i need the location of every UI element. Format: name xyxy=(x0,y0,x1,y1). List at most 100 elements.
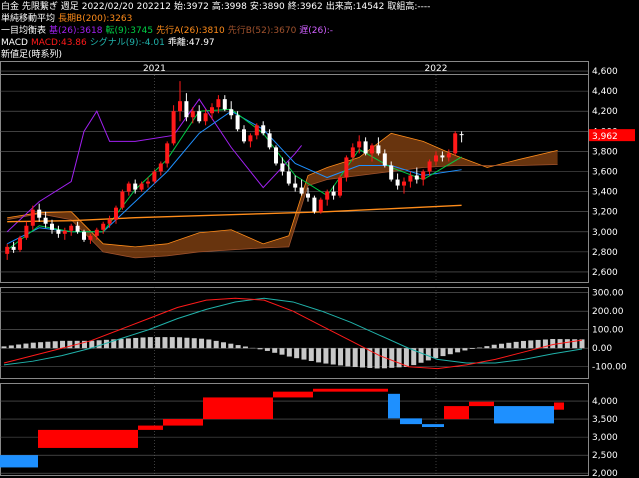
macd-histogram-bar xyxy=(345,348,351,367)
newprice-bar xyxy=(273,391,313,398)
candle-body xyxy=(120,191,125,208)
macd-histogram-bar xyxy=(16,344,22,349)
macd-line xyxy=(3,297,583,370)
newprice-tick-label: 2,500 xyxy=(592,451,618,461)
candle-body xyxy=(267,133,272,148)
macd-value: MACD:43.86 xyxy=(30,38,87,48)
candle-body xyxy=(331,191,336,196)
ichimoku-cloud xyxy=(7,133,558,258)
macd-histogram-bar xyxy=(572,339,578,349)
time-axis-label: 2022 xyxy=(425,64,448,74)
candle-body xyxy=(427,161,432,172)
ichimoku-base: 基(26):3618 xyxy=(49,26,103,36)
macd-histogram-bar xyxy=(279,348,285,355)
candle-body xyxy=(56,229,61,234)
sma-label: 単純移動平均 xyxy=(1,14,56,24)
macd-histogram-bar xyxy=(147,337,153,349)
candle-body xyxy=(171,111,176,144)
macd-tick-label: 100.00 xyxy=(592,326,624,336)
newprice-bar xyxy=(494,406,554,424)
close-price: 終:3962 xyxy=(287,2,323,12)
candle-body xyxy=(43,217,48,224)
candle-body xyxy=(389,165,394,180)
macd-histogram-bar xyxy=(257,348,263,350)
candle-body xyxy=(440,155,445,158)
candle-body xyxy=(37,209,42,218)
macd-histogram-bar xyxy=(23,343,29,349)
macd-histogram-bar xyxy=(169,337,175,349)
macd-histogram-bar xyxy=(455,348,461,353)
macd-histogram-bar xyxy=(294,348,300,359)
macd-histogram-bar xyxy=(484,346,490,349)
panel-border-3 xyxy=(0,383,589,476)
candle-body xyxy=(344,157,349,178)
macd-histogram-bar xyxy=(316,348,322,363)
macd-histogram-bar xyxy=(506,342,512,349)
new-price-label: 新値足(時系列) xyxy=(1,50,63,60)
macd-histogram-bar xyxy=(513,341,519,349)
candle-body xyxy=(325,191,330,200)
time-axis-label: 2021 xyxy=(143,64,166,74)
macd-histogram-bar xyxy=(206,339,212,349)
candle-body xyxy=(146,181,150,184)
macd-histogram-bar xyxy=(199,338,205,349)
macd-histogram-bar xyxy=(338,348,344,366)
macd-histogram-bar xyxy=(433,348,439,359)
candle-body xyxy=(434,155,438,162)
macd-histogram-bar xyxy=(89,340,95,349)
candle-body xyxy=(126,183,131,192)
candle-body xyxy=(114,207,118,220)
candle-body xyxy=(235,115,240,130)
candle-body xyxy=(254,125,259,136)
macd-histogram-bar xyxy=(535,339,541,349)
newprice-bar xyxy=(0,455,38,468)
macd-histogram-bar xyxy=(418,348,424,363)
candle-body xyxy=(453,133,458,154)
candle-body xyxy=(158,163,163,172)
macd-histogram-bar xyxy=(242,346,248,349)
macd-histogram-bar xyxy=(140,337,146,349)
panel-border-1 xyxy=(0,61,589,283)
macd-histogram-bar xyxy=(30,342,36,349)
macd-histogram-bar xyxy=(374,348,380,369)
newprice-bar xyxy=(203,397,273,420)
macd-histogram-bar xyxy=(38,342,44,349)
macd-diff-value: 乖離:47.97 xyxy=(167,38,215,48)
newprice-tick-label: 2,000 xyxy=(592,469,618,478)
candle-body xyxy=(312,197,317,212)
newprice-bar xyxy=(444,406,469,420)
macd-histogram-bar xyxy=(272,348,278,353)
candle-body xyxy=(88,235,93,240)
macd-histogram-bar xyxy=(564,339,570,349)
price-tick-label: 3,800 xyxy=(592,147,618,157)
candle-body xyxy=(24,225,29,238)
candle-body xyxy=(274,147,278,164)
macd-histogram-bar xyxy=(330,348,336,365)
price-tick-label: 4,200 xyxy=(592,107,618,117)
macd-histogram-bar xyxy=(579,339,585,349)
newprice-bar xyxy=(388,393,400,419)
macd-signal-line xyxy=(3,297,583,366)
macd-histogram-bar xyxy=(550,339,556,349)
price-tick-label: 3,200 xyxy=(592,208,618,218)
newprice-tick-label: 3,000 xyxy=(592,433,618,443)
macd-histogram-bar xyxy=(96,340,102,349)
candle-body xyxy=(382,153,387,166)
candle-body xyxy=(421,171,426,180)
macd-histogram-bar xyxy=(520,340,526,349)
macd-signal-value: シグナル(9):-4.01 xyxy=(89,38,165,48)
newprice-bar xyxy=(38,429,138,448)
macd-histogram-bar xyxy=(323,348,329,364)
candle-body xyxy=(318,199,323,212)
macd-histogram-bar xyxy=(228,343,234,349)
ichimoku-label: 一目均衡表 xyxy=(1,26,47,36)
macd-histogram-bar xyxy=(1,346,7,349)
macd-histogram-bar xyxy=(403,348,409,367)
ichimoku-span-b: 先行B(52):3670 xyxy=(227,26,297,36)
price-tick-label: 2,600 xyxy=(592,268,618,278)
macd-histogram-bar xyxy=(425,348,431,361)
candle-body xyxy=(11,246,16,250)
candle-body xyxy=(357,141,362,148)
candle-body xyxy=(139,183,144,190)
newprice-bar xyxy=(469,401,494,407)
